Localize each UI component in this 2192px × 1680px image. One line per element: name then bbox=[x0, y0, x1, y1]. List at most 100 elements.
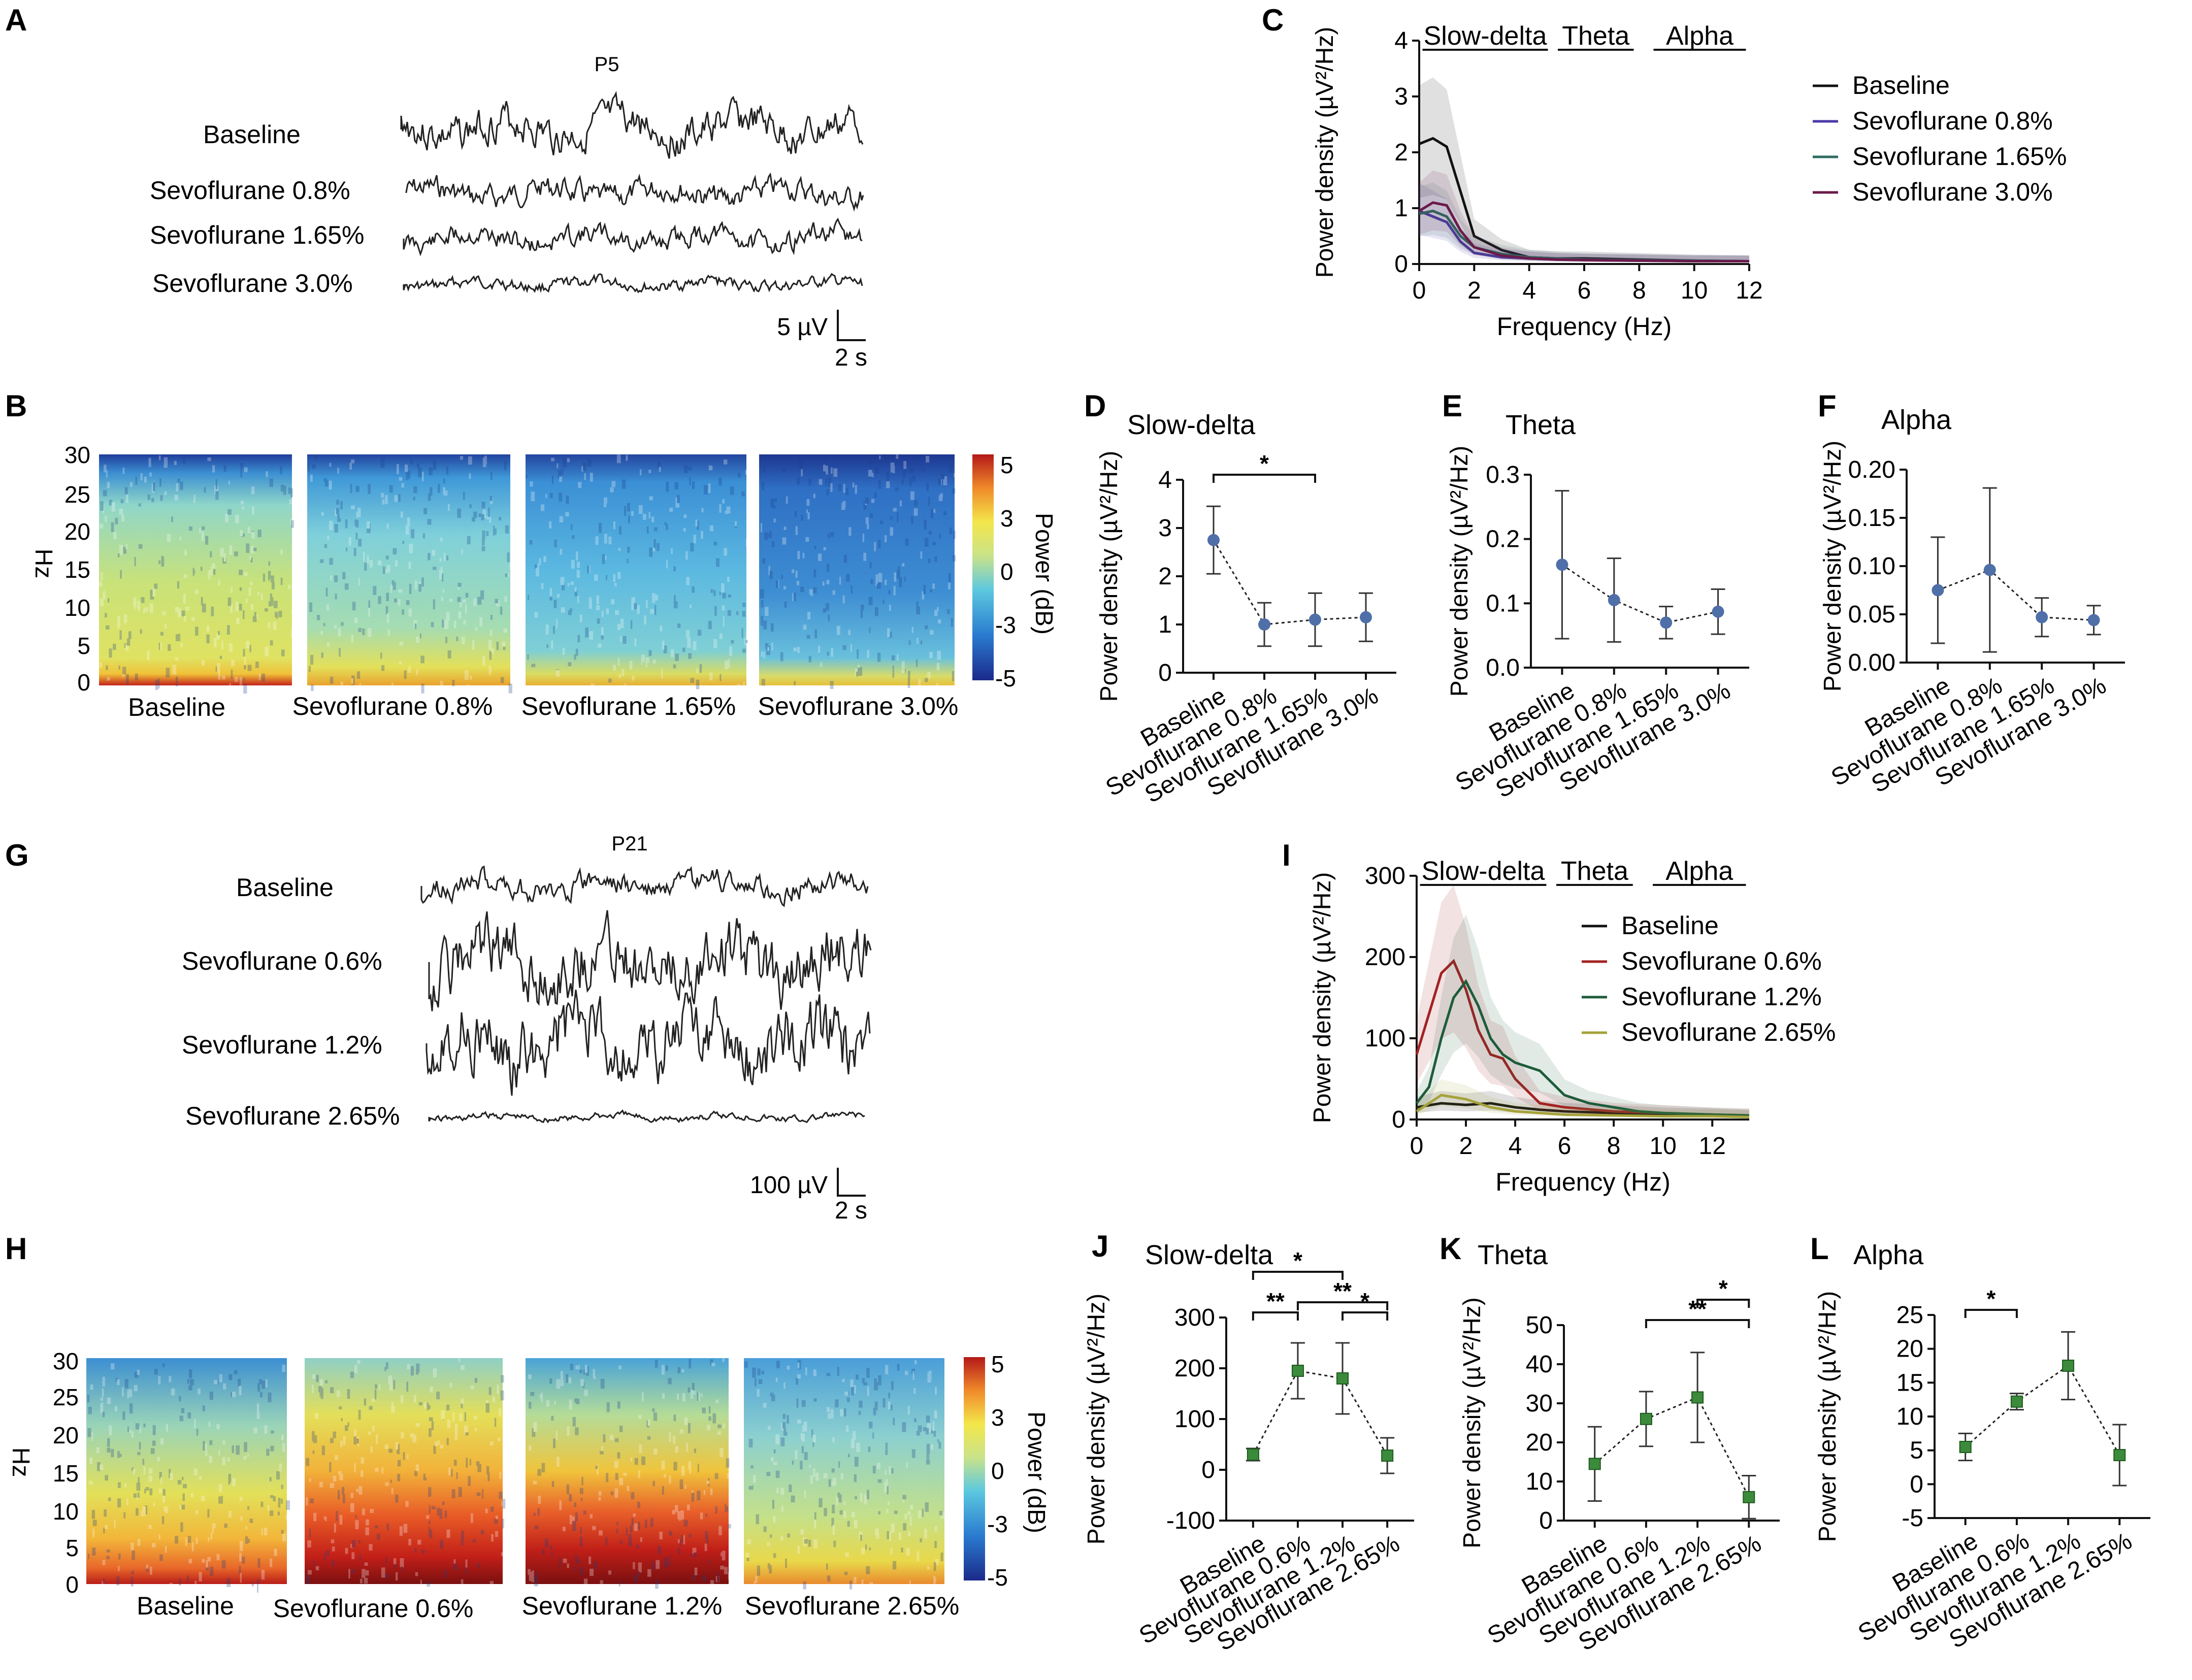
spectrogram-speckle bbox=[599, 523, 602, 533]
spectrogram-speckle bbox=[242, 506, 244, 510]
spectrogram-speckle bbox=[775, 1470, 780, 1478]
spectrogram-speckle bbox=[690, 604, 692, 609]
spectrogram-speckle bbox=[948, 580, 951, 589]
spectrogram-speckle bbox=[641, 1456, 645, 1465]
spectrogram-speckle bbox=[566, 1484, 569, 1494]
spectrogram-speckle bbox=[638, 1414, 642, 1419]
spectrogram-speckle bbox=[334, 524, 338, 533]
spectrogram-speckle bbox=[166, 1424, 168, 1432]
spectrogram-speckle bbox=[841, 503, 845, 510]
spectrogram-speckle bbox=[771, 1394, 775, 1401]
spectrogram bbox=[86, 1358, 287, 1584]
spectrogram-label: Baseline bbox=[137, 1592, 234, 1620]
spectrogram-speckle bbox=[330, 1483, 334, 1488]
spectrogram-speckle bbox=[842, 506, 845, 511]
spectrogram-speckle bbox=[313, 1561, 315, 1565]
spectrogram-speckle bbox=[391, 683, 394, 691]
spectrogram-speckle bbox=[124, 1484, 126, 1488]
spectrogram-speckle bbox=[863, 501, 867, 510]
spectrogram-speckle bbox=[723, 459, 728, 465]
spectrogram-speckle bbox=[482, 536, 485, 546]
spectrogram-speckle bbox=[251, 532, 255, 539]
spectrogram-speckle bbox=[268, 622, 271, 629]
spectrogram-speckle bbox=[140, 473, 143, 481]
y-axis-label: Power density (µV²/Hz) bbox=[1083, 1294, 1110, 1544]
legend-entry: Baseline bbox=[1621, 911, 1719, 940]
spectrogram-speckle bbox=[280, 549, 283, 555]
spectrogram-speckle bbox=[91, 1432, 93, 1441]
spectrogram-speckle bbox=[745, 470, 748, 475]
spectrogram-speckle bbox=[385, 1482, 389, 1486]
spectrogram-speckle bbox=[152, 1440, 156, 1446]
spectrogram-speckle bbox=[373, 586, 377, 595]
spectrogram-speckle bbox=[206, 634, 210, 643]
spectrogram-speckle bbox=[135, 476, 138, 485]
spectrogram-speckle bbox=[115, 517, 118, 524]
spectrogram-speckle bbox=[407, 1364, 410, 1369]
spectrogram-speckle bbox=[803, 1537, 806, 1546]
spectrogram-speckle bbox=[584, 1390, 588, 1397]
spectrogram-speckle bbox=[246, 543, 250, 553]
y-tick-label: 100 bbox=[1365, 1025, 1405, 1052]
spectrogram-speckle bbox=[618, 674, 621, 678]
spectrogram-speckle bbox=[553, 600, 557, 608]
spectrogram-speckle bbox=[443, 478, 445, 484]
spectrogram-speckle bbox=[463, 599, 466, 603]
spectrogram-speckle bbox=[780, 1536, 783, 1540]
spectrogram-speckle bbox=[222, 1457, 226, 1466]
spectrogram-speckle bbox=[587, 459, 592, 467]
spectrogram-speckle bbox=[601, 1446, 603, 1453]
spectrogram-speckle bbox=[117, 1498, 121, 1508]
spectrogram-speckle bbox=[404, 465, 408, 472]
spectrogram-speckle bbox=[686, 1504, 690, 1510]
spectrogram-speckle bbox=[837, 1492, 840, 1498]
y-tick-label: 3 bbox=[1158, 515, 1172, 542]
spectrogram-speckle bbox=[565, 512, 569, 517]
spectrogram-speckle bbox=[183, 1484, 187, 1489]
spectrogram-speckle bbox=[669, 1432, 671, 1442]
x-tick-label: 12 bbox=[1736, 277, 1762, 304]
spectrogram-speckle bbox=[927, 1372, 931, 1382]
spectrogram-speckle bbox=[139, 1427, 141, 1433]
spectrogram-speckle bbox=[105, 1525, 108, 1529]
spectrogram-speckle bbox=[410, 459, 413, 465]
spectrogram-speckle bbox=[823, 547, 826, 550]
spectrogram-speckle bbox=[898, 566, 900, 571]
spectrogram-speckle bbox=[100, 598, 104, 607]
spectrogram-speckle bbox=[365, 1527, 369, 1535]
spectrogram-speckle bbox=[100, 1397, 104, 1401]
spectrogram-speckle bbox=[893, 466, 895, 474]
spectrogram-speckle bbox=[137, 1539, 141, 1546]
spectrogram-speckle bbox=[420, 655, 424, 664]
spectrogram-speckle bbox=[309, 1478, 311, 1482]
spectrogram-speckle bbox=[756, 1514, 759, 1525]
spectrogram-speckle bbox=[741, 491, 745, 497]
series-band bbox=[1417, 914, 1749, 1117]
spectrogram-speckle bbox=[874, 1382, 878, 1391]
spectrogram-speckle bbox=[391, 1405, 395, 1413]
spectrogram-speckle bbox=[199, 528, 201, 534]
spectrogram-speckle bbox=[933, 1578, 936, 1584]
spectrogram-speckle bbox=[169, 1469, 171, 1478]
spectrogram-speckle bbox=[886, 1479, 888, 1487]
spectrogram-speckle bbox=[677, 1548, 680, 1555]
spectrogram-speckle bbox=[196, 1428, 199, 1436]
spectrogram-speckle bbox=[650, 609, 654, 614]
data-point bbox=[2087, 614, 2100, 627]
spectrogram-speckle bbox=[655, 1360, 658, 1368]
spectrogram-speckle bbox=[181, 1477, 184, 1480]
spectrogram-speckle bbox=[351, 459, 354, 464]
spectrogram-speckle bbox=[889, 605, 891, 611]
spectrogram-speckle bbox=[427, 1581, 430, 1587]
spectrogram-speckle bbox=[430, 1530, 433, 1538]
spectrogram-speckle bbox=[148, 1475, 152, 1482]
spectrogram-speckle bbox=[355, 1515, 357, 1519]
spectrogram-speckle bbox=[828, 533, 830, 539]
spectrogram-speckle bbox=[688, 1423, 691, 1432]
spectrogram-speckle bbox=[123, 547, 127, 554]
spectrogram-speckle bbox=[748, 1486, 751, 1490]
spectrogram-speckle bbox=[769, 531, 772, 539]
spectrogram-speckle bbox=[205, 1450, 208, 1457]
spectrogram-speckle bbox=[416, 1363, 420, 1373]
spectrogram-speckle bbox=[467, 684, 470, 689]
